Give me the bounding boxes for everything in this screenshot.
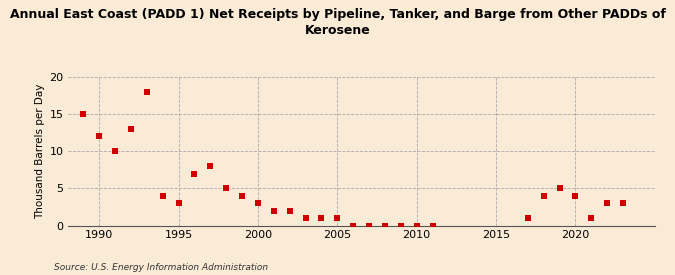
Point bbox=[538, 194, 549, 198]
Text: Source: U.S. Energy Information Administration: Source: U.S. Energy Information Administ… bbox=[54, 263, 268, 272]
Point bbox=[427, 223, 438, 228]
Y-axis label: Thousand Barrels per Day: Thousand Barrels per Day bbox=[35, 84, 45, 219]
Point bbox=[396, 223, 406, 228]
Point bbox=[252, 201, 263, 205]
Point bbox=[348, 223, 358, 228]
Point bbox=[411, 223, 422, 228]
Point bbox=[142, 90, 153, 94]
Point bbox=[316, 216, 327, 220]
Point bbox=[94, 134, 105, 139]
Point bbox=[205, 164, 216, 168]
Point bbox=[364, 223, 375, 228]
Point bbox=[157, 194, 168, 198]
Point bbox=[269, 208, 279, 213]
Point bbox=[110, 149, 121, 153]
Point bbox=[189, 171, 200, 176]
Point bbox=[618, 201, 628, 205]
Point bbox=[221, 186, 232, 191]
Point bbox=[554, 186, 565, 191]
Point bbox=[237, 194, 248, 198]
Point bbox=[379, 223, 390, 228]
Point bbox=[173, 201, 184, 205]
Point bbox=[284, 208, 295, 213]
Point bbox=[300, 216, 311, 220]
Point bbox=[586, 216, 597, 220]
Point bbox=[126, 127, 136, 131]
Point bbox=[522, 216, 533, 220]
Point bbox=[78, 112, 89, 116]
Point bbox=[601, 201, 612, 205]
Text: Annual East Coast (PADD 1) Net Receipts by Pipeline, Tanker, and Barge from Othe: Annual East Coast (PADD 1) Net Receipts … bbox=[9, 8, 666, 37]
Point bbox=[570, 194, 580, 198]
Point bbox=[332, 216, 343, 220]
